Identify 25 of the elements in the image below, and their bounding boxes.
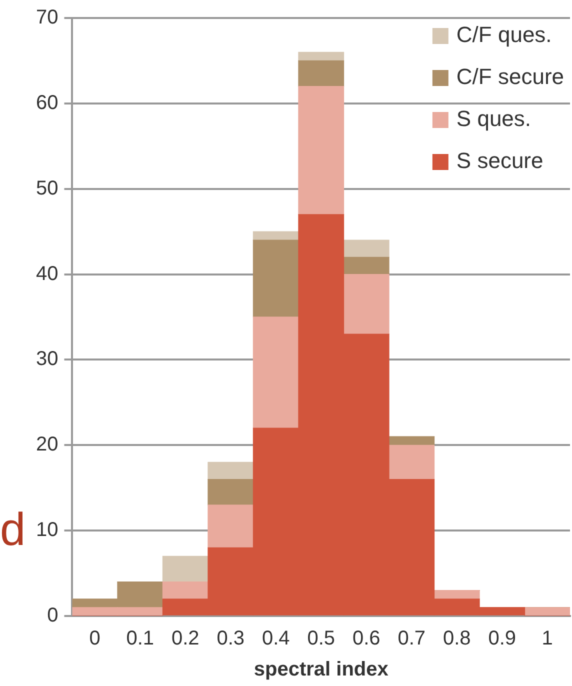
x-tick-label: 1 [542, 628, 553, 650]
y-tick-label: 60 [36, 92, 58, 114]
legend-label: C/F secure [456, 64, 564, 90]
legend-label: S secure [456, 148, 544, 174]
legend-label: C/F ques. [456, 22, 552, 48]
x-tick-label: 0.9 [488, 628, 516, 650]
x-axis-title: spectral index [254, 658, 388, 681]
x-tick-label: 0.6 [352, 628, 380, 650]
y-tick-label: 50 [36, 177, 58, 200]
y-tick-label: 0 [47, 604, 58, 627]
x-tick-label: 0.2 [171, 628, 200, 650]
x-tick-label: 0.5 [307, 628, 336, 650]
y-tick-label: 10 [36, 519, 58, 542]
x-tick-label: 0.1 [126, 628, 154, 650]
y-tick-label: 30 [36, 348, 58, 370]
x-tick-label: 0.3 [216, 628, 245, 650]
y-tick-label: 70 [36, 6, 58, 29]
x-tick-label: 0.8 [442, 628, 471, 650]
y-tick-label: 20 [36, 434, 58, 456]
x-tick-label: 0.4 [262, 628, 290, 650]
x-tick-label: 0 [89, 628, 100, 650]
text: d [0, 503, 26, 555]
legend-label: S ques. [456, 106, 532, 132]
x-tick-label: 0.7 [398, 628, 426, 650]
y-tick-label: 40 [36, 262, 58, 285]
